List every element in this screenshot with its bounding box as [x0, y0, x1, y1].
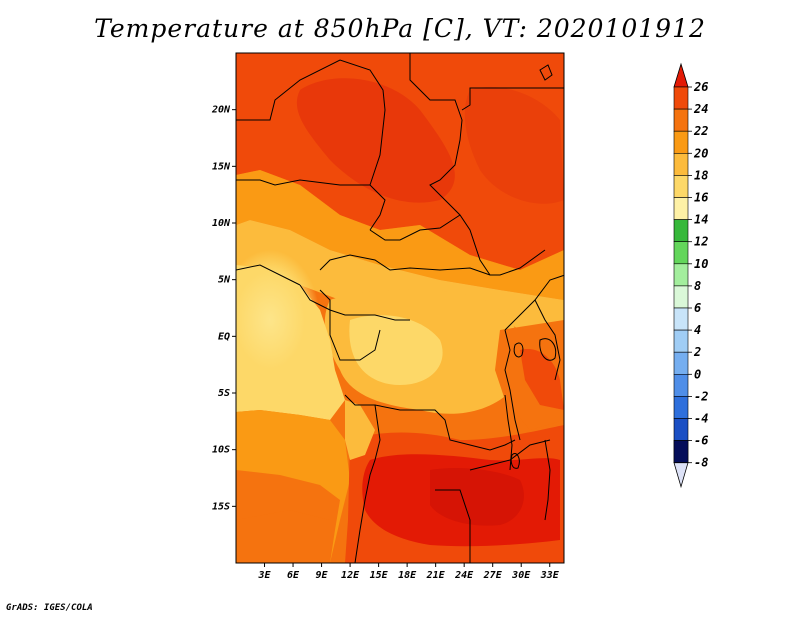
lon-tick-label: 27E [483, 570, 503, 581]
chart-title: Temperature at 850hPa [C], VT: 202010191… [94, 14, 706, 43]
colorbar-segment [673, 86, 689, 110]
colorbar-label: 0 [694, 367, 701, 381]
longitude-axis: 3E 6E 9E 12E 15E 18E 21E 24E 27E 30E 33E [257, 563, 560, 581]
colorbar-label: -2 [694, 389, 708, 403]
grads-credit: GrADS: IGES/COLA [6, 603, 93, 613]
colorbar-segment [673, 197, 689, 220]
lon-tick-label: 33E [540, 570, 560, 581]
colorbar-label: -8 [694, 456, 708, 470]
colorbar-label: 24 [693, 102, 708, 116]
colorbar-label: 20 [693, 146, 708, 160]
colorbar-segment [673, 373, 689, 397]
colorbar-label: 10 [694, 257, 708, 271]
colorbar-label: 18 [694, 168, 708, 182]
lon-tick-label: 9E [316, 570, 329, 581]
lat-tick-label: 20N [211, 105, 231, 116]
colorbar-segment [673, 219, 689, 243]
colorbar-segment [673, 175, 689, 198]
colorbar-label: 6 [694, 301, 701, 315]
colorbar-label: 26 [693, 80, 708, 94]
colorbar-label: 12 [694, 235, 708, 249]
lat-tick-label: 5N [218, 275, 231, 286]
colorbar-segment [673, 108, 689, 132]
colorbar-segment [673, 418, 689, 441]
colorbar-label: 8 [694, 279, 701, 293]
lon-tick-label: 30E [511, 570, 531, 581]
lon-tick-label: 21E [426, 570, 446, 581]
latitude-axis: 20N 15N 10N 5N EQ 5S 10S 15S [211, 105, 236, 512]
colorbar-label: -4 [694, 412, 708, 426]
colorbar-label: -6 [694, 434, 708, 448]
lat-tick-label: EQ [218, 331, 230, 342]
lon-tick-label: 15E [370, 570, 389, 581]
colorbar-label: 22 [693, 124, 708, 138]
temperature-field [236, 53, 564, 563]
colorbar-segment [673, 329, 689, 353]
lat-tick-label: 15N [212, 161, 231, 172]
lon-tick-label: 24E [454, 570, 474, 581]
colorbar-top-arrow [673, 62, 689, 88]
lat-tick-label: 5S [218, 388, 230, 399]
colorbar-label: 14 [694, 213, 708, 227]
lon-tick-label: 12E [341, 570, 360, 581]
colorbar-segment [673, 396, 689, 419]
lat-tick-label: 15S [212, 501, 230, 512]
colorbar-segment [673, 241, 689, 265]
colorbar-segment [673, 440, 689, 464]
colorbar-bottom-arrow [673, 462, 689, 489]
lon-tick-label: 6E [287, 570, 300, 581]
colorbar-label: 4 [694, 323, 701, 337]
colorbar-segment [673, 351, 689, 375]
colorbar-label: 2 [693, 345, 701, 359]
lon-tick-label: 3E [257, 570, 271, 581]
colorbar-segment [673, 153, 689, 176]
map-frame [235, 52, 565, 564]
colorbar-segment [673, 130, 689, 154]
country-borders [236, 53, 564, 563]
colorbar-label: 16 [694, 191, 708, 205]
lat-tick-label: 10N [212, 218, 231, 229]
colorbar-segment [673, 285, 689, 309]
lat-tick-label: 10S [212, 445, 230, 456]
colorbar-segment [673, 307, 689, 331]
colorbar-segment [673, 263, 689, 287]
lon-tick-label: 18E [398, 570, 417, 581]
